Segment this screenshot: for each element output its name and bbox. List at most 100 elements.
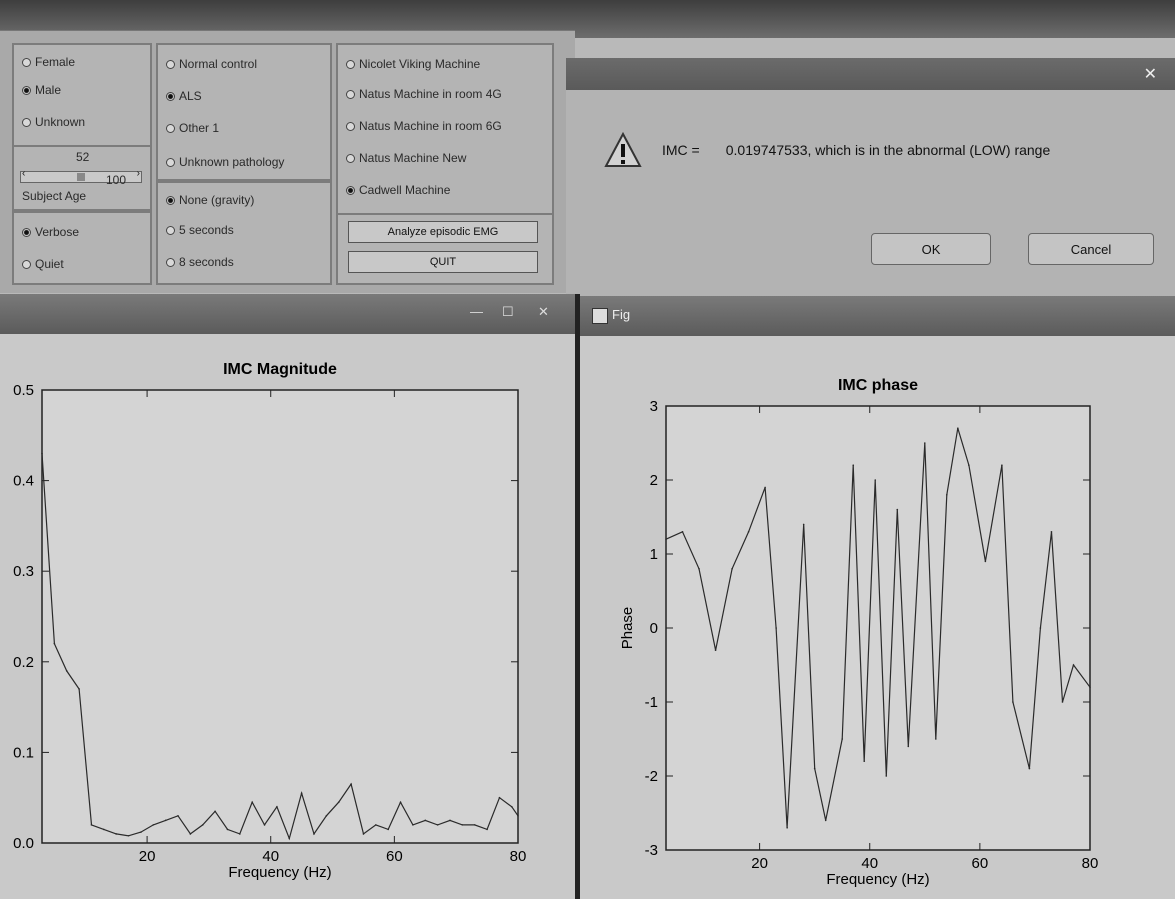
epoch-option-none[interactable]: None (gravity): [166, 193, 254, 207]
maximize-icon[interactable]: ☐: [502, 304, 514, 319]
pathology-group: Normal control ALS Other 1 Unknown patho…: [156, 43, 332, 181]
chart-title: IMC Magnitude: [223, 361, 337, 378]
data-point: [1012, 701, 1014, 703]
data-point: [263, 824, 266, 826]
radio-selected-icon[interactable]: [346, 185, 355, 195]
radio-icon[interactable]: [346, 153, 355, 163]
radio-icon[interactable]: [166, 225, 175, 235]
data-point: [53, 642, 56, 645]
plot-area: [665, 405, 1091, 851]
data-point: [362, 833, 365, 835]
data-point: [300, 792, 303, 794]
machine-option-cadwell[interactable]: Cadwell Machine: [346, 183, 450, 197]
quiet-option[interactable]: Quiet: [22, 257, 64, 271]
data-point: [874, 479, 877, 481]
phase-figure-window: Fig IMC phase 20 40 60 80 -3 -2 -1 0 1 2 3 Frequency…: [580, 296, 1175, 899]
data-point: [239, 833, 241, 835]
data-point: [885, 775, 888, 777]
close-icon[interactable]: ✕: [1143, 66, 1157, 83]
cancel-button[interactable]: Cancel: [1028, 233, 1154, 265]
data-point: [1001, 464, 1003, 466]
radio-selected-icon[interactable]: [166, 195, 175, 205]
series-line: [41, 453, 519, 841]
verbose-option[interactable]: Verbose: [22, 225, 79, 239]
close-icon[interactable]: ✕: [538, 304, 549, 319]
y-tick-label: 0.1: [13, 744, 34, 761]
data-point: [852, 464, 855, 466]
epoch-group: None (gravity) 5 seconds 8 seconds: [156, 181, 332, 285]
data-point: [984, 560, 987, 563]
option-label: Verbose: [35, 225, 80, 239]
machine-option-natus-new[interactable]: Natus Machine New: [346, 151, 466, 165]
data-point: [1039, 627, 1042, 629]
radio-icon[interactable]: [346, 89, 355, 99]
epoch-option-8s[interactable]: 8 seconds: [166, 255, 234, 269]
pathology-option-unknown[interactable]: Unknown pathology: [166, 155, 284, 169]
radio-icon[interactable]: [22, 259, 31, 269]
x-tick-label: 60: [386, 848, 403, 865]
magnitude-figure-window: — ☐ ✕ IMC Magnitude 20 40 60 80 0.0 0.1 0.2 0.3 0…: [0, 294, 575, 899]
radio-selected-icon[interactable]: [22, 227, 31, 237]
data-point: [276, 805, 278, 808]
radio-selected-icon[interactable]: [22, 85, 31, 95]
sex-option-female[interactable]: Female: [22, 55, 75, 69]
radio-icon[interactable]: [22, 117, 31, 127]
analyze-button[interactable]: Analyze episodic EMG: [348, 221, 538, 243]
data-point: [387, 828, 389, 831]
action-group: Analyze episodic EMG QUIT: [336, 213, 554, 285]
option-label: Nicolet Viking Machine: [359, 57, 481, 71]
radio-icon[interactable]: [166, 257, 175, 267]
phase-window-title-bar[interactable]: Fig: [580, 296, 1175, 336]
radio-selected-icon[interactable]: [166, 91, 175, 101]
y-tick-label: -2: [645, 768, 658, 785]
radio-icon[interactable]: [346, 59, 355, 69]
data-point: [41, 452, 43, 455]
data-point: [140, 831, 142, 833]
data-point: [127, 834, 130, 837]
magnitude-window-title-bar[interactable]: — ☐ ✕: [0, 294, 575, 334]
sex-option-unknown[interactable]: Unknown: [22, 115, 85, 129]
data-point: [946, 494, 948, 496]
verbose-group: Verbose Quiet: [12, 211, 152, 285]
y-tick-label: 0.5: [13, 382, 34, 399]
sex-option-male[interactable]: Male: [22, 83, 61, 97]
pathology-option-other[interactable]: Other 1: [166, 121, 219, 135]
data-point: [957, 427, 959, 429]
ok-button[interactable]: OK: [871, 233, 991, 265]
data-point: [325, 815, 328, 817]
machine-option-natus-6g[interactable]: Natus Machine in room 6G: [346, 119, 502, 133]
slider-thumb[interactable]: [77, 173, 85, 181]
data-point: [412, 824, 414, 826]
epoch-option-5s[interactable]: 5 seconds: [166, 223, 234, 237]
machine-option-natus-4g[interactable]: Natus Machine in room 4G: [346, 87, 502, 101]
data-point: [103, 828, 105, 831]
slider-right-arrow-icon[interactable]: ›: [136, 168, 140, 179]
option-label: Quiet: [35, 257, 64, 271]
minimize-icon[interactable]: —: [470, 304, 483, 319]
data-point: [177, 815, 179, 817]
age-slider[interactable]: ‹ ›: [20, 168, 142, 183]
option-label: Unknown pathology: [179, 155, 285, 169]
data-point: [65, 670, 68, 672]
pathology-option-normal[interactable]: Normal control: [166, 57, 257, 71]
machine-option-nicolet[interactable]: Nicolet Viking Machine: [346, 57, 480, 71]
data-point: [375, 824, 377, 826]
plot-area: [41, 389, 519, 844]
pathology-option-als[interactable]: ALS: [166, 89, 202, 103]
radio-icon[interactable]: [22, 57, 31, 67]
data-point: [824, 819, 827, 822]
option-label: Male: [35, 83, 62, 97]
data-point: [1028, 767, 1031, 770]
dialog-title-bar[interactable]: ✕: [566, 58, 1175, 90]
data-point: [226, 828, 229, 831]
radio-icon[interactable]: [166, 123, 175, 133]
radio-icon[interactable]: [346, 121, 355, 131]
data-point: [436, 824, 439, 826]
quit-button[interactable]: QUIT: [348, 251, 538, 273]
message-key: IMC =: [662, 142, 700, 158]
x-tick-label: 60: [972, 855, 989, 872]
radio-icon[interactable]: [166, 157, 175, 167]
slider-left-arrow-icon[interactable]: ‹: [22, 168, 26, 179]
radio-icon[interactable]: [166, 59, 175, 69]
data-point: [786, 827, 788, 829]
